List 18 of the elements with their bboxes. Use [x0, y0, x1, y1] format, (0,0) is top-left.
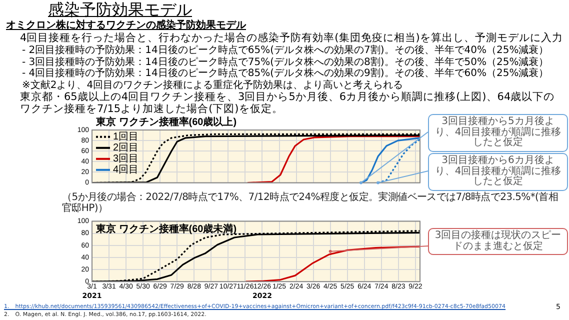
legend-label: 3回目	[113, 154, 139, 165]
text: - 4回目接種時の予防効果：14日後のピーク時点で85%(デルタ株への効果の9割)。その後、半年で60%（25%減衰）	[22, 68, 549, 80]
text: 感染予防効果モデル	[48, 0, 192, 19]
legend-label: 4回目	[113, 164, 139, 176]
legend-label: 1回目	[113, 132, 139, 143]
callout: 3回目の接種は現状のスピードのまま進むと仮定	[428, 228, 568, 255]
text: - 2回目接種時の予防効果：14日後のピーク時点で65%(デルタ株への効果の7割)。その後、半年で40%（25%減衰）	[22, 45, 549, 56]
text: - 3回目接種時の予防効果：14日後のピーク時点で75%(デルタ株への効果の8割)。その後、半年で50%（25%減衰）	[22, 56, 549, 68]
legend-label: 2回目	[113, 142, 139, 154]
chart-title: 東京 ワクチン接種率(60歳以上)	[95, 116, 237, 128]
text: ※文献2より、4回目のワクチン接種による重症化予防効果は、より高いと考えられる	[22, 80, 404, 91]
text: （5か月後の場合：2022/7/8時点で17%、7/12時点で24%程度と仮定。実測値ベースでは7/8時点で23.5%*(首相官邸HP)）	[62, 192, 560, 214]
text: 東京都・65歳以上の4回目ワクチン接種を、3回目から5か月後、6カ月後から順調に推移(上図)、64歳以下のワクチン接種を7/15より加速した場合(下図)を仮定。	[19, 91, 556, 115]
text: オミクロン株に対するワクチンの感染予防効果モデル	[6, 20, 246, 32]
chart-title: 東京 ワクチン接種率(60歳未満)	[95, 222, 237, 235]
callout: 3回目接種から6カ月後より、4回目接種が順調に推移したと仮定	[428, 153, 568, 190]
text: 4回目接種を行った場合と、行わなかった場合の感染予防有効率(集団免疫に相当)を算出し、予測モデルに入力	[19, 32, 563, 44]
callout: 3回目接種から5カ月後より、4回目接種が順調に推移したと仮定	[428, 114, 568, 152]
